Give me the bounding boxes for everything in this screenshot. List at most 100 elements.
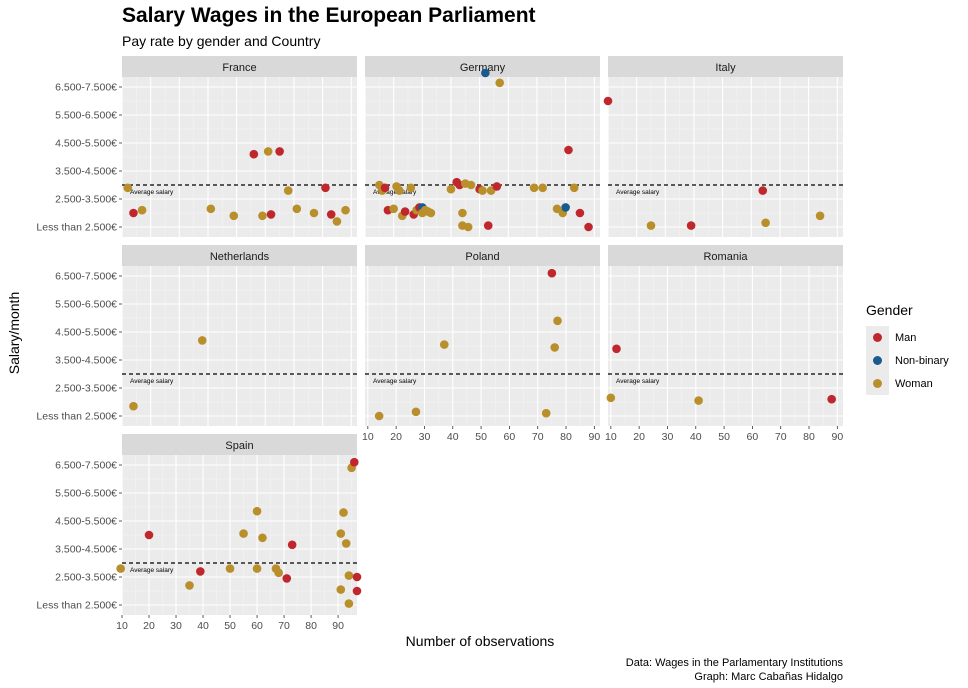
legend-item-man: Man <box>866 326 949 349</box>
data-point-woman <box>463 222 473 232</box>
legend-item-woman: Woman <box>866 372 949 395</box>
data-point-woman <box>374 411 384 421</box>
y-tick-label: Less than 2.500€ <box>36 411 117 423</box>
data-point-woman <box>411 407 421 417</box>
data-point-woman <box>426 208 436 218</box>
legend-key <box>866 372 889 395</box>
data-point-man <box>266 210 276 219</box>
data-point-woman <box>252 506 262 516</box>
x-tick-label: 20 <box>143 620 155 632</box>
data-point-man <box>352 572 362 582</box>
average-salary-label: Average salary <box>373 378 417 385</box>
data-point-man <box>492 182 502 191</box>
data-point-woman <box>538 183 547 193</box>
x-tick-label: 30 <box>170 620 182 632</box>
legend-dot-man <box>873 333 882 342</box>
legend-dot-woman <box>873 379 882 388</box>
facet-strip-label: Italy <box>715 62 736 74</box>
x-tick-label: 30 <box>419 431 431 443</box>
data-point-woman <box>344 571 354 580</box>
x-tick-label: 90 <box>588 431 600 443</box>
data-point-woman <box>569 183 579 193</box>
average-salary-label: Average salary <box>616 378 660 385</box>
y-axis-label: Salary/month <box>6 291 22 375</box>
facet-panel-netherlands: Netherlands Less than 2.500€ 2.500-3.500€ 3… <box>36 245 357 426</box>
data-point-woman <box>339 508 348 517</box>
data-point-man <box>612 344 621 354</box>
y-tick-label: 4.500-5.500€ <box>55 138 117 150</box>
data-point-man <box>564 145 573 155</box>
data-point-woman <box>336 529 346 538</box>
x-tick-label: 50 <box>224 620 236 632</box>
data-point-woman <box>206 204 216 214</box>
data-point-woman <box>292 204 302 214</box>
data-point-woman <box>229 211 239 221</box>
legend-dot-non-binary <box>873 356 882 365</box>
facet-strip-label: Spain <box>225 440 253 452</box>
facet-strip-label: Germany <box>460 62 506 74</box>
average-salary-label: Average salary <box>130 378 174 385</box>
data-point-man <box>380 183 390 193</box>
data-point-man <box>827 394 836 404</box>
y-tick-label: 2.500-3.500€ <box>55 383 117 395</box>
legend-label-woman: Woman <box>895 377 933 390</box>
chart-title: Salary Wages in the European Parliament <box>122 4 536 27</box>
x-tick-label: 40 <box>197 620 209 632</box>
facet-strip <box>122 434 357 455</box>
average-salary-label: Average salary <box>616 189 660 196</box>
x-tick-label: 70 <box>775 431 787 443</box>
data-point-woman <box>529 183 539 193</box>
data-point-man <box>483 221 493 230</box>
y-tick-label: Less than 2.500€ <box>36 222 117 234</box>
x-tick-label: 80 <box>803 431 815 443</box>
x-tick-label: 60 <box>251 620 263 632</box>
data-point-woman <box>252 564 262 573</box>
data-point-woman <box>446 184 456 194</box>
data-point-woman <box>495 78 504 88</box>
data-point-woman <box>332 217 342 226</box>
data-point-man <box>196 567 205 576</box>
data-point-man <box>547 268 557 278</box>
data-point-woman <box>137 205 147 215</box>
data-point-man <box>603 96 613 106</box>
data-point-man <box>758 186 768 195</box>
x-tick-label: 30 <box>662 431 674 443</box>
data-point-woman <box>263 147 273 156</box>
y-tick-label: 3.500-4.500€ <box>55 355 117 367</box>
data-point-woman <box>553 316 562 326</box>
data-point-man <box>144 530 154 540</box>
legend-key <box>866 349 889 372</box>
average-salary-label: Average salary <box>130 567 174 574</box>
data-point-man <box>249 149 259 159</box>
x-tick-label: 10 <box>605 431 617 443</box>
average-salary-label: Average salary <box>130 189 174 196</box>
data-point-woman <box>541 408 551 418</box>
data-point-man <box>686 221 696 230</box>
facet-strip <box>608 245 843 266</box>
y-tick-label: 6.500-7.500€ <box>55 271 117 283</box>
legend-title: Gender <box>866 302 913 318</box>
x-tick-label: 50 <box>718 431 730 443</box>
data-point-non-binary <box>561 203 570 212</box>
y-tick-label: 5.500-6.500€ <box>55 299 117 311</box>
x-tick-label: 70 <box>278 620 290 632</box>
data-point-woman <box>336 585 346 594</box>
legend-key <box>866 326 889 349</box>
data-point-woman <box>129 401 138 411</box>
data-point-man <box>275 147 284 156</box>
data-point-woman <box>185 581 194 590</box>
x-tick-label: 70 <box>532 431 544 443</box>
data-point-non-binary <box>481 68 490 78</box>
data-point-woman <box>389 204 398 214</box>
y-tick-label: Less than 2.500€ <box>36 600 117 612</box>
data-point-woman <box>123 183 133 193</box>
caption: Data: Wages in the Parlamentary Institut… <box>626 656 843 684</box>
data-point-woman <box>439 340 449 349</box>
data-point-woman <box>258 211 267 221</box>
data-point-man <box>129 208 138 218</box>
data-point-woman <box>761 218 770 228</box>
data-point-woman <box>344 599 354 608</box>
legend-label-non-binary: Non-binary <box>895 354 949 367</box>
data-point-man <box>400 207 410 216</box>
